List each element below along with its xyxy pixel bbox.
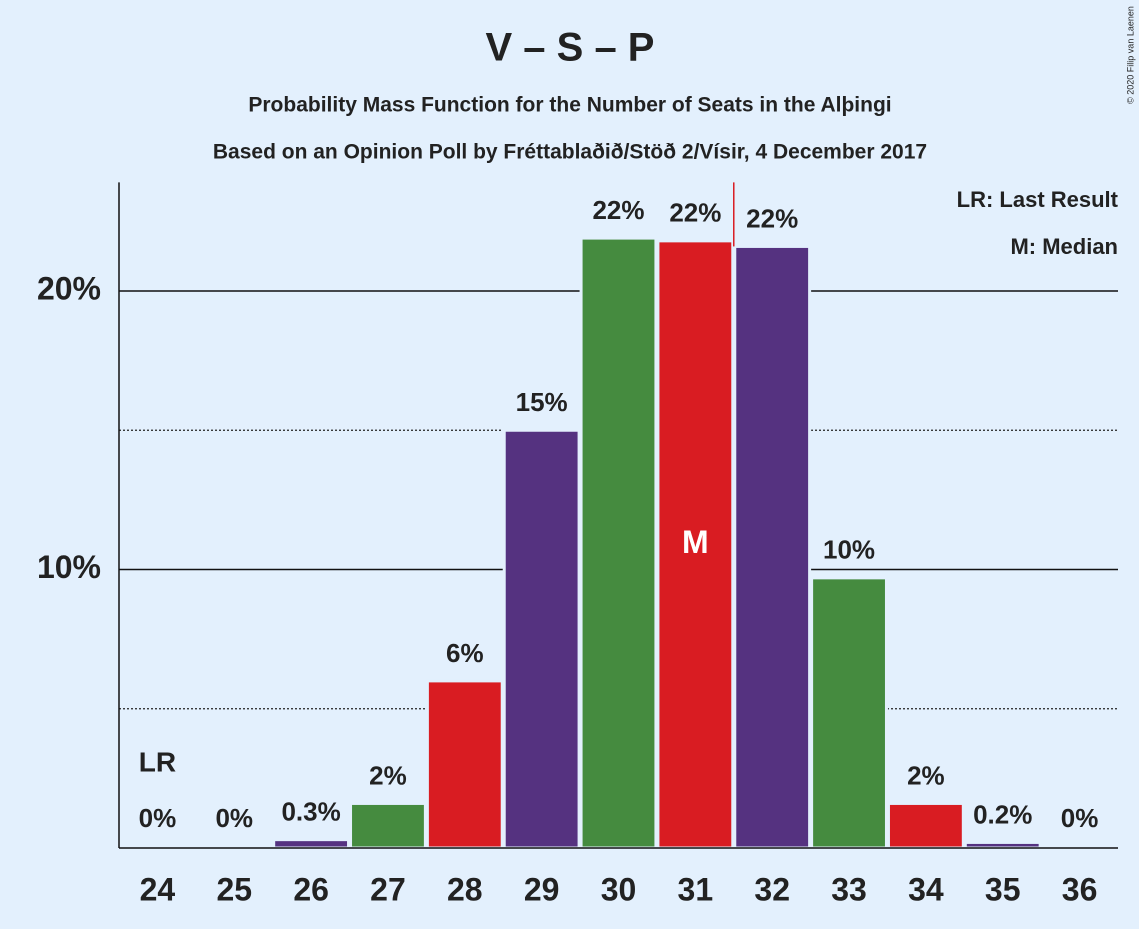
value-label: 0.2% bbox=[973, 799, 1032, 829]
last-result-marker: LR bbox=[139, 746, 176, 777]
bar bbox=[425, 679, 504, 850]
x-tick-label: 31 bbox=[678, 871, 714, 907]
x-tick-label: 32 bbox=[754, 871, 790, 907]
x-tick-label: 35 bbox=[985, 871, 1021, 907]
bar bbox=[656, 239, 735, 850]
value-label: 22% bbox=[592, 195, 644, 225]
y-tick-label: 10% bbox=[37, 549, 101, 585]
bar bbox=[963, 840, 1042, 850]
value-label: 22% bbox=[669, 198, 721, 228]
value-label: 2% bbox=[369, 760, 407, 790]
x-tick-label: 33 bbox=[831, 871, 867, 907]
value-label: 0.3% bbox=[281, 797, 340, 827]
value-label: 6% bbox=[446, 638, 484, 668]
value-label: 2% bbox=[907, 760, 945, 790]
x-tick-label: 30 bbox=[601, 871, 637, 907]
chart-title: V – S – P bbox=[486, 26, 655, 70]
chart-subtitle: Based on an Opinion Poll by Fréttablaðið… bbox=[213, 141, 927, 164]
bar bbox=[733, 244, 812, 850]
value-label: 0% bbox=[215, 803, 253, 833]
bar bbox=[502, 428, 581, 850]
value-label: 0% bbox=[139, 803, 177, 833]
x-tick-label: 36 bbox=[1062, 871, 1098, 907]
x-tick-label: 29 bbox=[524, 871, 560, 907]
bar bbox=[349, 801, 427, 850]
median-marker: M bbox=[682, 524, 709, 560]
value-label: 22% bbox=[746, 203, 798, 233]
bar bbox=[579, 236, 658, 850]
value-label: 15% bbox=[516, 387, 568, 417]
x-tick-label: 26 bbox=[293, 871, 329, 907]
bar bbox=[272, 838, 351, 850]
legend-entry: LR: Last Result bbox=[957, 187, 1119, 212]
x-tick-label: 27 bbox=[370, 871, 406, 907]
value-label: 0% bbox=[1061, 803, 1099, 833]
x-tick-label: 24 bbox=[140, 871, 176, 907]
value-label: 10% bbox=[823, 535, 875, 565]
bar bbox=[886, 801, 965, 850]
copyright: © 2020 Filip van Laenen bbox=[1125, 6, 1135, 104]
x-tick-label: 28 bbox=[447, 871, 483, 907]
y-tick-label: 20% bbox=[37, 270, 101, 306]
legend-entry: M: Median bbox=[1010, 234, 1118, 259]
bar bbox=[810, 576, 888, 850]
x-tick-label: 25 bbox=[216, 871, 252, 907]
x-tick-label: 34 bbox=[908, 871, 944, 907]
chart-subtitle: Probability Mass Function for the Number… bbox=[248, 94, 891, 117]
